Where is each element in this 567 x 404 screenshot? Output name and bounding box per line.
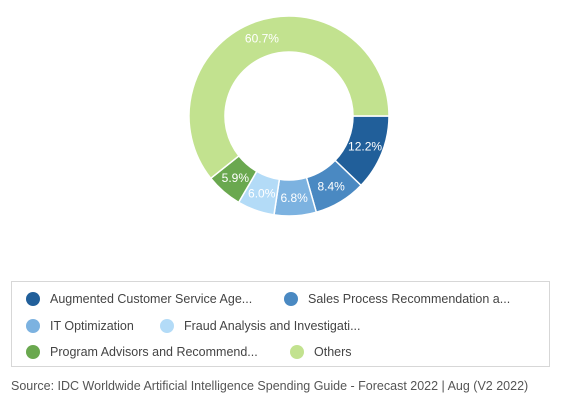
legend-swatch xyxy=(290,345,304,359)
legend-swatch xyxy=(26,345,40,359)
legend-item[interactable]: Others xyxy=(290,343,352,361)
slice-value-label: 8.4% xyxy=(318,179,346,193)
legend-swatch xyxy=(284,292,298,306)
source-note: Source: IDC Worldwide Artificial Intelli… xyxy=(11,379,529,393)
legend-swatch xyxy=(160,319,174,333)
donut-chart: 12.2% 8.4% 6.8% 6.0%5.9% 60.7% xyxy=(188,15,390,217)
slice-value-label: 5.9% xyxy=(222,171,250,185)
legend-item[interactable]: Augmented Customer Service Age... xyxy=(26,290,252,308)
legend-label: Fraud Analysis and Investigati... xyxy=(184,319,361,333)
donut-slices xyxy=(188,15,390,217)
legend-item[interactable]: Program Advisors and Recommend... xyxy=(26,343,258,361)
legend-label: Sales Process Recommendation a... xyxy=(308,292,511,306)
legend-label: Augmented Customer Service Age... xyxy=(50,292,253,306)
slice-value-label: 6.0% xyxy=(248,186,276,200)
slice-value-label: 60.7% xyxy=(245,32,279,46)
legend-label: Others xyxy=(314,345,352,359)
legend-swatch xyxy=(26,319,40,333)
legend: Augmented Customer Service Age... Sales … xyxy=(11,281,550,367)
legend-swatch xyxy=(26,292,40,306)
slice-value-label: 6.8% xyxy=(280,191,308,205)
legend-item[interactable]: Sales Process Recommendation a... xyxy=(284,290,510,308)
slice-value-label: 12.2% xyxy=(348,140,382,154)
legend-item[interactable]: IT Optimization xyxy=(26,317,134,335)
legend-label: Program Advisors and Recommend... xyxy=(50,345,258,359)
donut-slice[interactable] xyxy=(188,15,390,180)
donut-labels: 12.2% 8.4% 6.8% 6.0%5.9% 60.7% xyxy=(222,32,383,205)
legend-item[interactable]: Fraud Analysis and Investigati... xyxy=(160,317,360,335)
legend-label: IT Optimization xyxy=(50,319,134,333)
